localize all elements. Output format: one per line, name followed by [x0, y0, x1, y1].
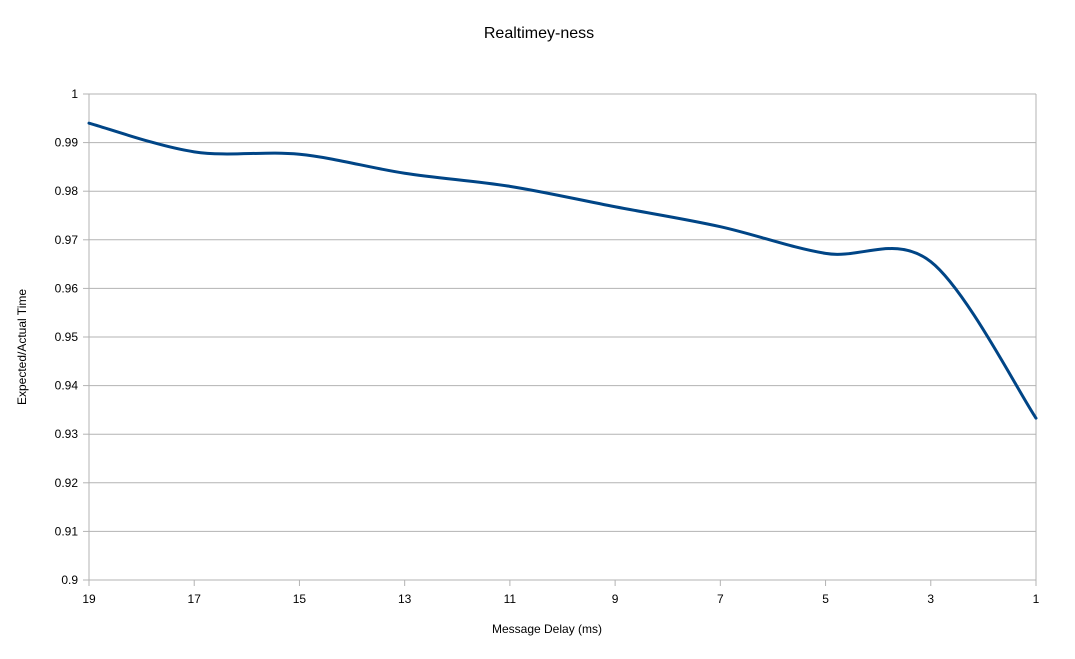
y-tick-label: 0.93 [55, 427, 79, 441]
x-tick-label: 7 [717, 592, 724, 606]
x-axis-label: Message Delay (ms) [492, 622, 602, 636]
y-tick-label: 0.97 [55, 233, 79, 247]
data-point [718, 225, 722, 229]
y-tick-label: 0.99 [55, 136, 79, 150]
x-tick-label: 13 [398, 592, 412, 606]
data-point [192, 150, 196, 154]
x-tick-label: 1 [1033, 592, 1040, 606]
data-point [508, 184, 512, 188]
data-point [403, 171, 407, 175]
y-tick-label: 0.96 [55, 281, 79, 295]
x-tick-label: 19 [82, 592, 96, 606]
axes [83, 93, 1037, 586]
x-tick-label: 3 [927, 592, 934, 606]
x-tick-label: 17 [188, 592, 202, 606]
y-tick-label: 0.91 [55, 524, 79, 538]
data-point [824, 251, 828, 255]
x-tick-label: 15 [293, 592, 307, 606]
y-tick-label: 0.92 [55, 476, 79, 490]
x-tick-label: 5 [822, 592, 829, 606]
data-point [1034, 416, 1038, 420]
y-tick-label: 0.9 [61, 573, 78, 587]
gridlines [89, 93, 1036, 581]
x-tick-labels: 19 17 15 13 11 9 7 5 3 1 [82, 592, 1039, 606]
y-tick-label: 0.98 [55, 184, 79, 198]
x-tick-label: 9 [612, 592, 619, 606]
chart-title: Realtimey-ness [484, 25, 594, 42]
x-tick-label: 11 [504, 592, 517, 606]
data-point [613, 205, 617, 209]
series-line [87, 121, 1038, 420]
y-axis-label: Expected/Actual Time [15, 289, 29, 405]
y-tick-labels: 0.9 0.91 0.92 0.93 0.94 0.95 0.96 0.97 0.98 0.99 1 [55, 87, 79, 587]
data-point [929, 260, 933, 264]
data-point [297, 152, 301, 156]
y-tick-label: 1 [71, 87, 78, 101]
y-tick-label: 0.94 [55, 379, 79, 393]
data-point [87, 121, 91, 125]
series-group [87, 121, 1038, 420]
y-tick-label: 0.95 [55, 330, 79, 344]
